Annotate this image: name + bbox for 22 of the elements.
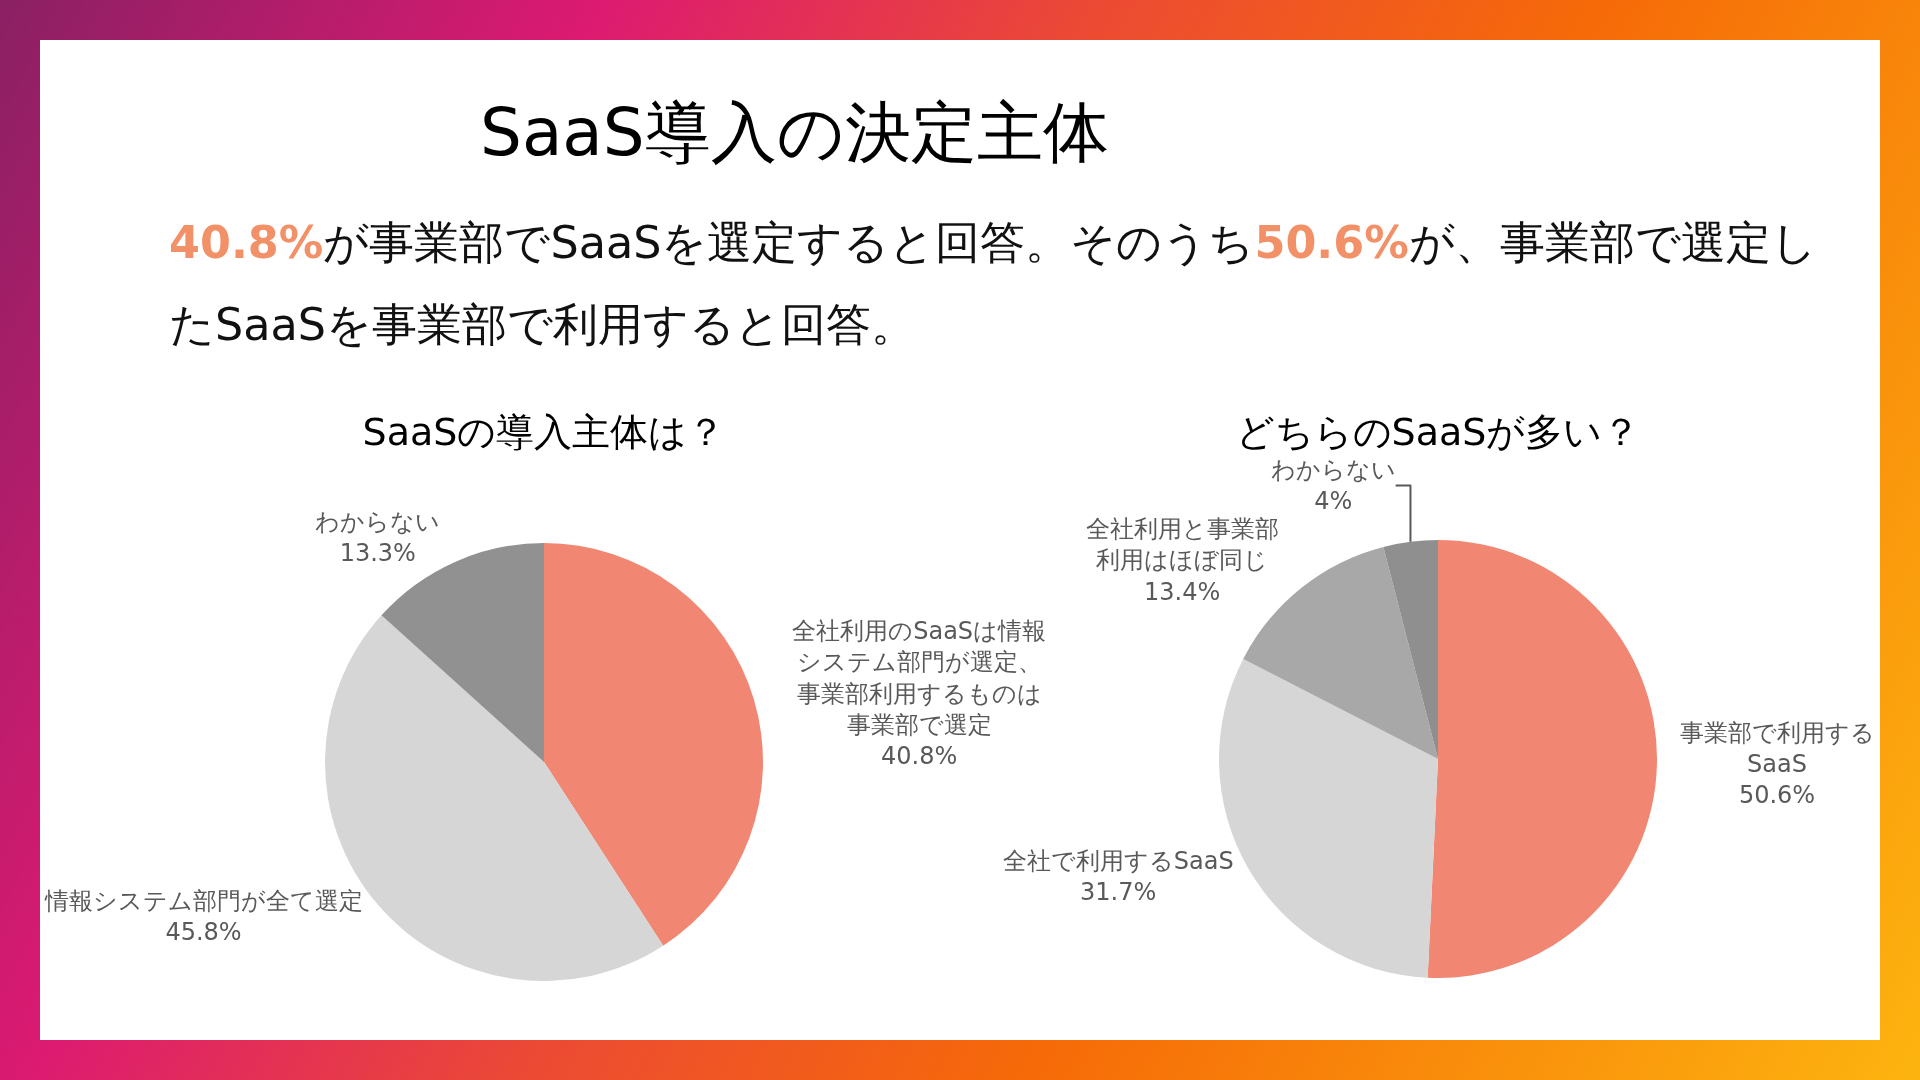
text: 40.8%が事業部でSaaSを選定すると回答。そのうち50.6%が、事業部で選定したSaaSを事業部で利用すると回答。 (169, 217, 1817, 350)
slice-label: わからない (315, 507, 441, 536)
chart-title: SaaSの導入主体は？ (362, 410, 726, 455)
chart-title: どちらのSaaSが多い？ (1235, 410, 1641, 455)
data-label: 45.8% (165, 918, 242, 947)
slice-label: 全社利用と事業部利用はほぼ同じ (1085, 515, 1279, 575)
data-label: 13.4% (1144, 577, 1221, 606)
data-label: 31.7% (1080, 877, 1157, 906)
pie-slice (544, 543, 763, 946)
slice-label: 全社で利用するSaaS (1002, 846, 1234, 875)
pie-slice (1427, 540, 1657, 978)
data-label: 40.8% (881, 742, 958, 771)
text: SaaS導入の決定主体 (480, 94, 1109, 172)
slice-label: 全社利用のSaaSは情報システム部門が選定、事業部利用するものは事業部で選定 (792, 617, 1047, 739)
data-label: 4% (1314, 487, 1353, 516)
slice-label: 事業部で利用するSaaS (1679, 719, 1875, 779)
pie-slice (1383, 540, 1438, 759)
pie-slice (1243, 546, 1438, 759)
data-label: 13.3% (339, 538, 416, 567)
slice-label: わからない (1270, 455, 1396, 484)
slice-label: 情報システム部門が全て選定 (43, 886, 363, 915)
data-label: 50.6% (1738, 781, 1816, 810)
